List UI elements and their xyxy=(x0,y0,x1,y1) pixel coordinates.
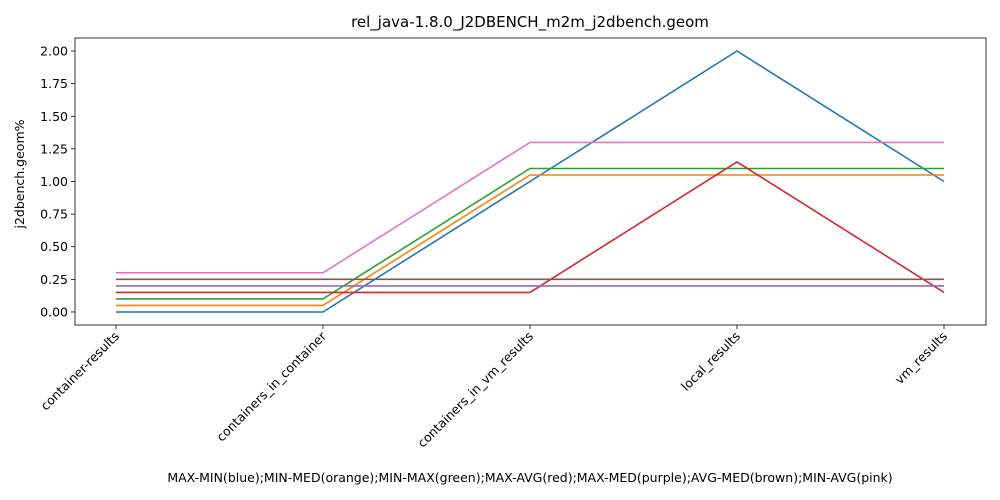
y-axis-label: j2dbench.geom% xyxy=(12,119,27,229)
y-tick-label: 0.75 xyxy=(40,207,68,222)
series-line-7 xyxy=(116,141,944,274)
chart-title: rel_java-1.8.0_J2DBENCH_m2m_j2dbench.geo… xyxy=(351,13,709,32)
x-axis: container-results containers_in_container… xyxy=(37,325,950,450)
y-tick-label: 1.75 xyxy=(40,76,68,91)
x-tick-label: vm_results xyxy=(892,329,950,387)
y-tick-label: 1.50 xyxy=(40,109,68,124)
series-line-3 xyxy=(116,167,944,300)
x-tick-label: local_results xyxy=(678,329,743,394)
x-tick-label: containers_in_vm_results xyxy=(414,329,536,451)
y-tick-label: 1.25 xyxy=(40,141,68,156)
series-group xyxy=(116,50,945,313)
x-tick-label: containers_in_container xyxy=(213,328,329,444)
y-tick-label: 0.00 xyxy=(40,304,68,319)
x-tick-label: container-results xyxy=(37,329,122,414)
y-tick-label: 1.00 xyxy=(40,174,68,189)
y-tick-label: 2.00 xyxy=(40,44,68,59)
y-tick-label: 0.25 xyxy=(40,272,68,287)
series-line-1 xyxy=(116,50,945,313)
y-axis: 0.00 0.25 0.50 0.75 1.00 1.25 1.50 1.75 2.00 xyxy=(40,44,75,319)
y-tick-label: 0.50 xyxy=(40,239,68,254)
series-line-4 xyxy=(116,161,945,294)
x-axis-label: MAX-MIN(blue);MIN-MED(orange);MIN-MAX(gr… xyxy=(167,470,892,485)
series-line-2 xyxy=(116,174,944,307)
